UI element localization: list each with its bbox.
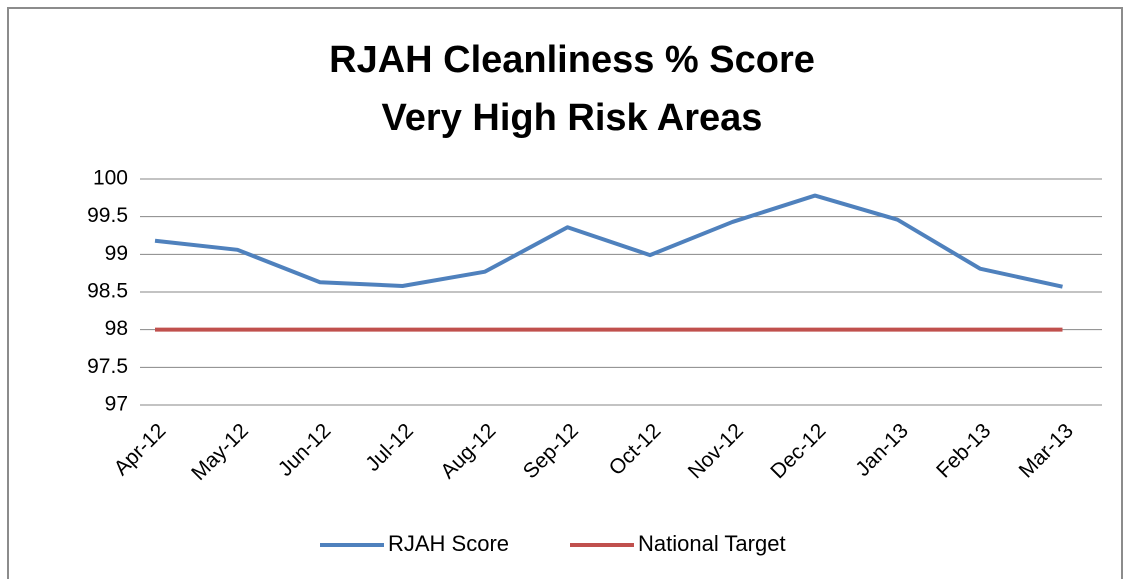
y-tick-label: 97 — [105, 393, 128, 416]
chart-title: RJAH Cleanliness % Score — [329, 39, 815, 81]
legend-label: RJAH Score — [388, 531, 509, 556]
chart-frame — [7, 7, 1123, 584]
y-tick-label: 99 — [105, 242, 128, 265]
y-tick-label: 100 — [93, 167, 128, 190]
chart-title: Very High Risk Areas — [382, 97, 763, 139]
y-tick-label: 98 — [105, 317, 128, 340]
y-tick-label: 98.5 — [87, 280, 128, 303]
y-tick-label: 97.5 — [87, 355, 128, 378]
y-tick-label: 99.5 — [87, 204, 128, 227]
line-series — [154, 193, 1063, 289]
legend-label: National Target — [638, 531, 786, 556]
